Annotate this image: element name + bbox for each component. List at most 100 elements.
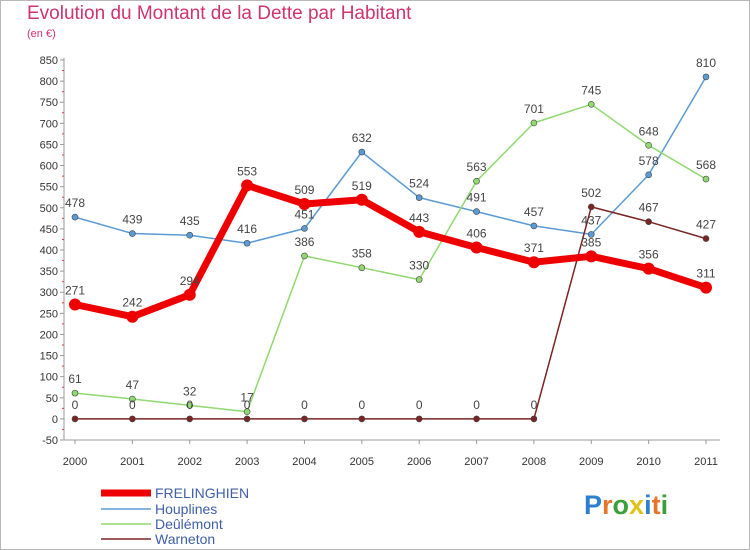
y-tick-label: 600	[40, 161, 58, 173]
data-point	[186, 415, 194, 423]
data-point	[129, 415, 136, 423]
data-label: 648	[639, 124, 659, 138]
y-tick-label: -50	[42, 435, 58, 447]
data-label: 524	[409, 177, 429, 191]
data-label: 0	[473, 398, 480, 412]
data-label: 385	[581, 235, 601, 249]
y-tick-label: 850	[40, 55, 58, 67]
data-label: 745	[581, 83, 601, 97]
data-label: 416	[237, 222, 257, 236]
data-label: 563	[467, 160, 487, 174]
data-point	[415, 194, 423, 201]
axes: -50 0 50 100 150 200 250 300 350 400 450 500 550 600 6…	[40, 55, 720, 468]
data-label: 810	[696, 56, 716, 70]
x-tick-label: 2001	[120, 456, 144, 468]
data-label: 427	[696, 218, 716, 232]
data-label: 451	[294, 207, 314, 221]
series-line	[74, 76, 707, 244]
data-label: 0	[129, 398, 136, 412]
data-label: 443	[409, 211, 429, 225]
data-point	[473, 208, 480, 215]
x-tick-label: 2003	[235, 456, 259, 468]
data-label: 406	[467, 226, 487, 240]
data-label: 467	[639, 201, 659, 215]
y-tick-label: 350	[40, 266, 58, 278]
data-label: 17	[240, 391, 254, 405]
data-point	[530, 415, 538, 423]
data-label: 509	[294, 183, 314, 197]
data-point	[645, 171, 652, 179]
legend-label: FRELINGHIEN	[155, 485, 249, 501]
data-point	[587, 101, 595, 108]
y-tick-label: 750	[40, 97, 58, 109]
series-line	[71, 181, 710, 321]
data-point	[470, 241, 483, 254]
data-point	[126, 310, 139, 323]
data-label: 578	[639, 154, 659, 168]
data-label: 519	[352, 179, 372, 193]
data-point	[527, 256, 540, 269]
data-label: 0	[301, 398, 308, 412]
series-line	[74, 206, 707, 420]
data-label: 0	[358, 398, 365, 412]
data-label: 356	[639, 248, 659, 262]
data-point	[129, 395, 136, 403]
data-label: 386	[294, 235, 314, 249]
logo-letter: x	[629, 490, 645, 520]
data-label: 47	[126, 378, 140, 392]
data-point	[301, 225, 308, 232]
data-point	[642, 262, 655, 275]
data-point	[243, 239, 251, 247]
data-point	[243, 415, 251, 423]
x-tick-label: 2005	[350, 456, 374, 468]
x-tick-label: 2000	[63, 456, 87, 468]
x-tick-label: 2010	[636, 456, 660, 468]
y-tick-label: 700	[40, 118, 58, 130]
data-label: 0	[244, 398, 251, 412]
data-point	[587, 203, 595, 211]
data-point	[587, 231, 595, 238]
data-label: 358	[352, 247, 372, 261]
data-point	[645, 218, 652, 226]
data-label: 0	[416, 398, 423, 412]
data-label: 0	[72, 398, 79, 412]
y-tick-label: 800	[40, 76, 58, 88]
data-point	[530, 119, 538, 127]
proxiti-logo: Proxiti	[584, 490, 668, 521]
chart-subtitle: (en €)	[27, 28, 56, 40]
legend-label: Houplines	[155, 501, 217, 517]
x-tick-label: 2008	[522, 456, 546, 468]
data-label: 371	[524, 241, 544, 255]
series-line	[74, 103, 707, 413]
data-point	[415, 415, 423, 423]
data-point	[243, 408, 251, 416]
data-label: 701	[524, 102, 544, 116]
logo-letter: t	[651, 490, 661, 520]
y-tick-label: 400	[40, 245, 58, 257]
data-point	[358, 264, 366, 272]
data-point	[415, 276, 423, 283]
data-label: 553	[237, 164, 257, 178]
data-point	[186, 231, 194, 239]
data-label: 478	[65, 196, 85, 210]
y-tick-label: 200	[40, 329, 58, 341]
data-point	[702, 235, 710, 242]
x-tick-label: 2011	[694, 456, 718, 468]
data-point	[473, 177, 480, 185]
data-point	[413, 225, 426, 238]
data-point	[700, 281, 712, 294]
data-label: 568	[696, 158, 716, 172]
data-point	[129, 230, 136, 237]
data-label: 439	[122, 213, 142, 227]
series-layer	[69, 73, 712, 423]
data-point	[355, 193, 368, 206]
data-label: 435	[180, 214, 200, 228]
data-point	[301, 252, 308, 260]
data-label: 311	[696, 267, 715, 281]
logo-letter: P	[584, 490, 603, 520]
logo-letter: i	[644, 490, 652, 520]
data-point	[530, 222, 538, 230]
data-label: 457	[524, 205, 544, 219]
